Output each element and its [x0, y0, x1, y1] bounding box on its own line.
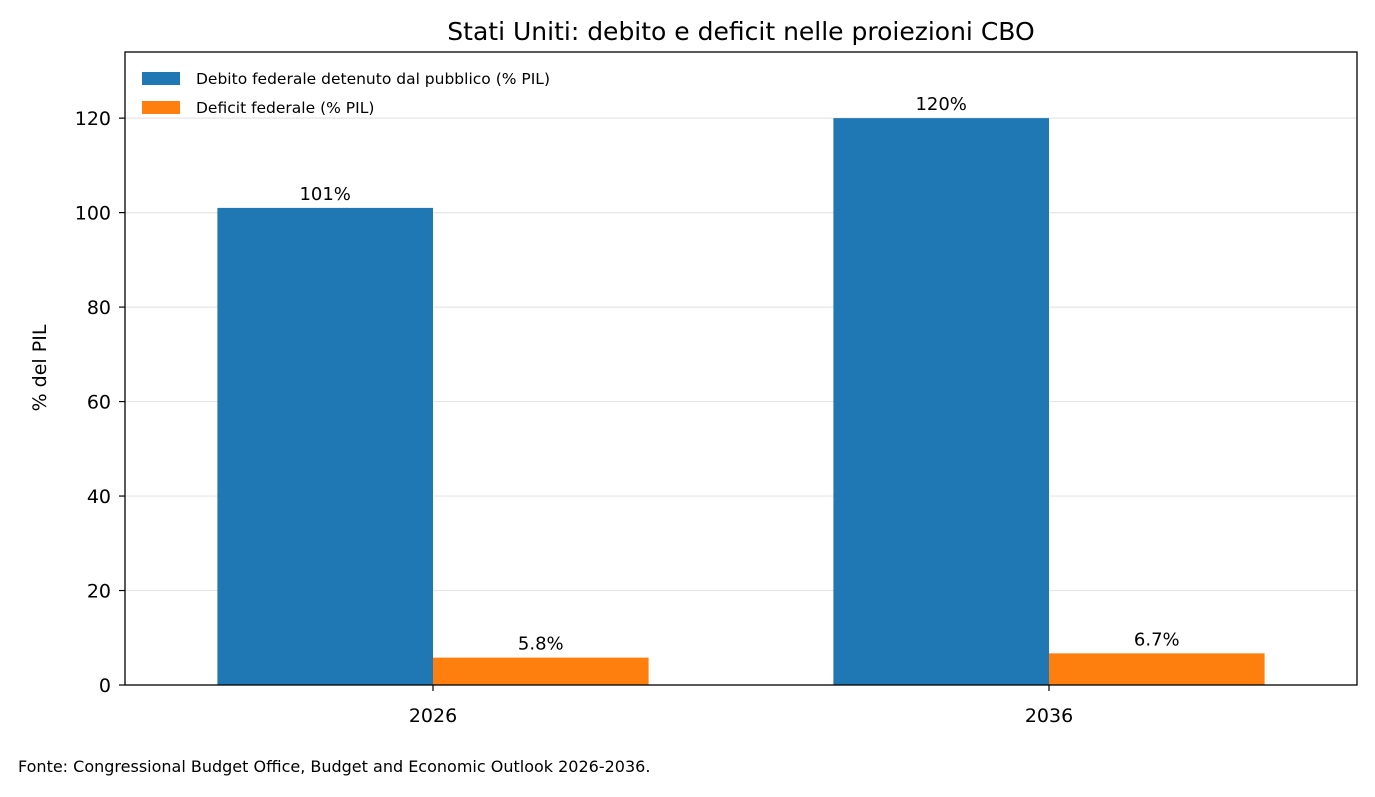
- bar: [217, 207, 433, 685]
- y-tick-label: 60: [87, 392, 111, 414]
- y-tick-label: 0: [99, 675, 111, 697]
- legend-swatch: [142, 101, 180, 114]
- y-tick-label: 40: [87, 486, 111, 508]
- chart-title: Stati Uniti: debito e deficit nelle proi…: [447, 17, 1034, 46]
- data-labels: 101% 120% 5.8% 6.7%: [299, 94, 1179, 654]
- x-axis: 2026 2036: [409, 685, 1073, 727]
- y-axis-label: % del PIL: [29, 324, 51, 411]
- x-tick-label: 2036: [1025, 705, 1073, 727]
- bar: [433, 657, 649, 685]
- y-tick-label: 20: [87, 581, 111, 603]
- y-tick-label: 80: [87, 297, 111, 319]
- bar-value-label: 101%: [299, 184, 350, 205]
- legend-entry: Deficit federale (% PIL): [196, 99, 374, 117]
- bar: [1049, 653, 1265, 685]
- legend-swatch: [142, 72, 180, 85]
- y-tick-label: 100: [75, 203, 111, 225]
- bar: [833, 118, 1049, 685]
- bar-value-label: 120%: [915, 94, 966, 115]
- plot-frame: [124, 51, 1358, 686]
- x-tick-label: 2026: [409, 705, 457, 727]
- legend-entry: Debito federale detenuto dal pubblico (%…: [196, 70, 550, 88]
- bar-value-label: 6.7%: [1134, 629, 1180, 650]
- bars: [217, 118, 1265, 685]
- y-tick-label: 120: [75, 108, 111, 130]
- legend: Debito federale detenuto dal pubblico (%…: [142, 70, 550, 117]
- y-axis: 0 20 40 60 80 100 120: [75, 108, 125, 697]
- source-footnote: Fonte: Congressional Budget Office, Budg…: [18, 757, 651, 776]
- bar-value-label: 5.8%: [518, 634, 564, 655]
